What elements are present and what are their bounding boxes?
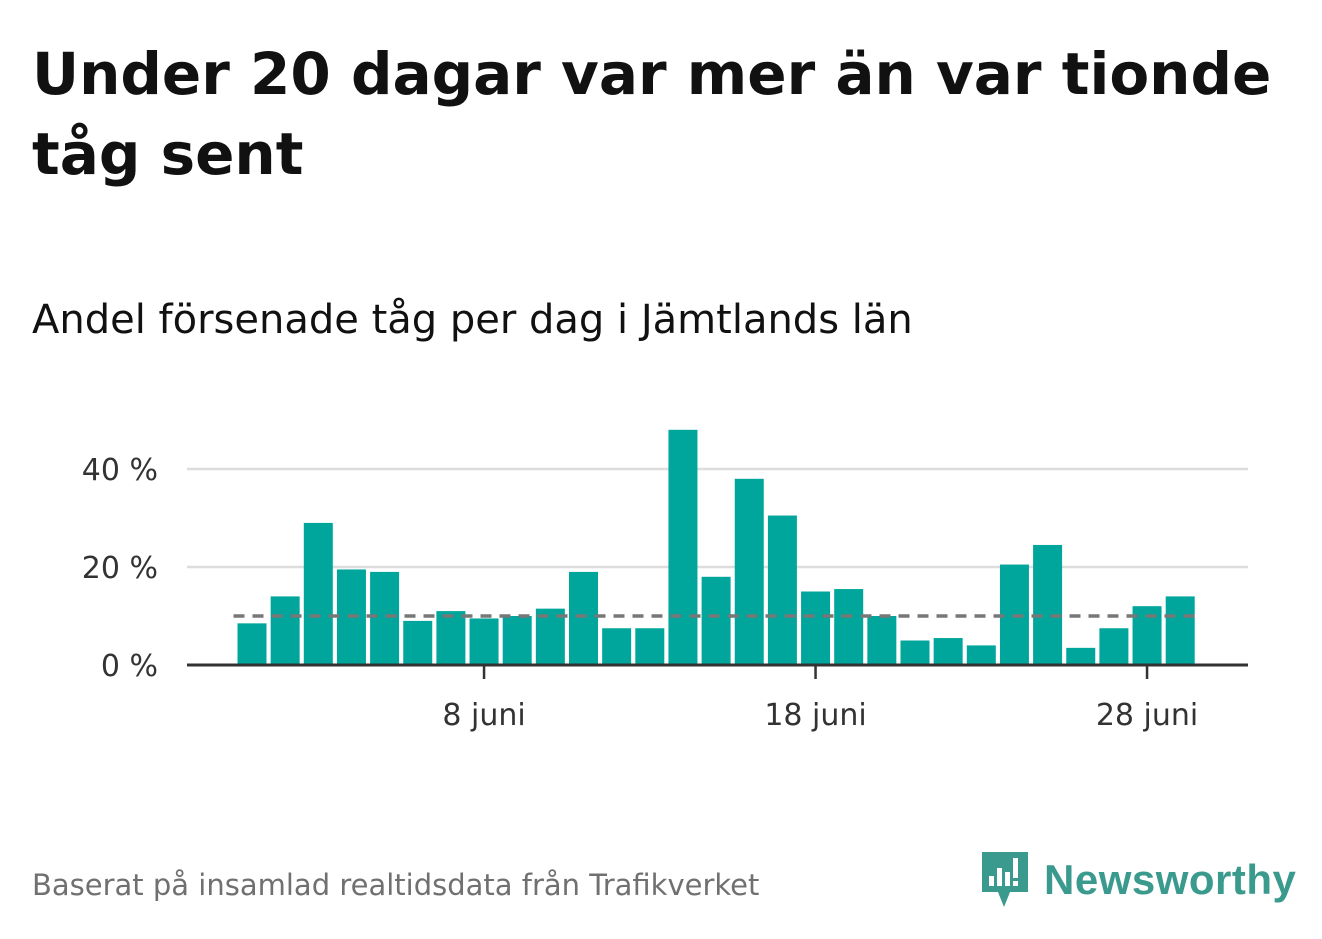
gridlines: 0 % 20 % 40 % <box>82 453 1248 684</box>
bar <box>933 638 963 665</box>
y-tick-label: 40 % <box>82 453 158 488</box>
bar-chart: 0 % 20 % 40 % 8 juni 18 juni 28 juni <box>82 429 1248 733</box>
bar <box>535 608 565 665</box>
bar <box>801 591 831 665</box>
source-note: Baserat på insamlad realtidsdata från Tr… <box>32 868 760 902</box>
bar <box>834 589 864 665</box>
axes: 8 juni 18 juni 28 juni <box>187 663 1248 733</box>
bar <box>767 515 797 665</box>
bar <box>436 611 466 665</box>
bar <box>867 616 897 665</box>
bar <box>1099 628 1129 665</box>
bar <box>569 571 598 665</box>
bar <box>303 522 333 665</box>
bar <box>602 628 632 665</box>
bar <box>966 645 996 665</box>
bars <box>237 429 1195 665</box>
brand-name: Newsworthy <box>1044 856 1297 903</box>
bar <box>469 618 499 665</box>
newsworthy-logo-icon <box>982 852 1028 907</box>
x-tick-label: 28 juni <box>1096 698 1198 733</box>
bar <box>403 620 433 665</box>
x-tick-label: 18 juni <box>764 698 866 733</box>
bar <box>1165 596 1195 665</box>
bar <box>668 429 698 665</box>
y-tick-label: 20 % <box>82 551 158 586</box>
bar <box>1066 647 1096 665</box>
chart-title: Under 20 dagar var mer än var tionde tåg… <box>32 40 1272 188</box>
bar <box>270 596 300 665</box>
bar <box>370 571 400 665</box>
y-tick-label: 0 % <box>101 649 158 684</box>
x-tick-label: 8 juni <box>442 698 525 733</box>
brand-logo: Newsworthy <box>980 850 1296 910</box>
bar <box>701 576 731 665</box>
chart-subtitle: Andel försenade tåg per dag i Jämtlands … <box>32 297 913 343</box>
bar <box>900 640 930 665</box>
bar <box>237 623 267 665</box>
bar <box>734 478 764 665</box>
bar <box>635 628 665 665</box>
bar <box>1033 544 1063 665</box>
bar <box>502 616 532 665</box>
